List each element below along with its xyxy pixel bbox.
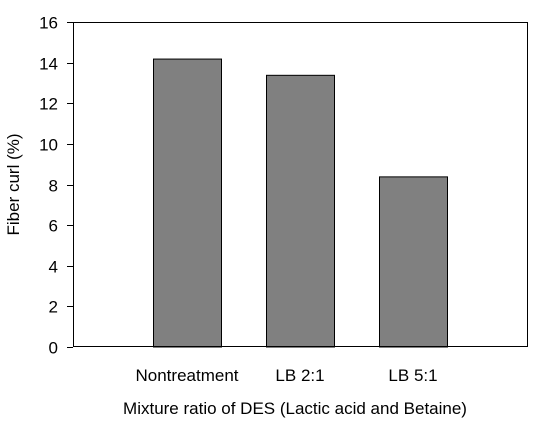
x-tick-label: LB 2:1 <box>275 366 324 385</box>
bar-nontreatment <box>153 58 222 348</box>
bar-lb-2-1 <box>266 74 335 348</box>
bars <box>153 58 448 348</box>
x-axis-ticks: Nontreatment LB 2:1 LB 5:1 <box>136 366 438 385</box>
x-axis-label: Mixture ratio of DES (Lactic acid and Be… <box>123 399 467 418</box>
bar-lb-5-1 <box>379 176 448 348</box>
y-tick-label: 2 <box>49 298 58 317</box>
y-tick-label: 6 <box>49 217 58 236</box>
y-axis-ticks: 0 2 4 6 8 10 12 14 16 <box>39 14 73 358</box>
x-tick-label: LB 5:1 <box>388 366 437 385</box>
y-tick-label: 10 <box>39 136 58 155</box>
x-tick-label: Nontreatment <box>136 366 239 385</box>
y-tick-label: 0 <box>49 339 58 358</box>
y-tick-label: 12 <box>39 95 58 114</box>
y-tick-label: 14 <box>39 55 58 74</box>
y-axis-label: Fiber curl (%) <box>4 133 23 235</box>
y-tick-label: 8 <box>49 177 58 196</box>
y-tick-label: 4 <box>49 258 58 277</box>
y-tick-label: 16 <box>39 14 58 33</box>
plot-frame <box>73 22 528 347</box>
